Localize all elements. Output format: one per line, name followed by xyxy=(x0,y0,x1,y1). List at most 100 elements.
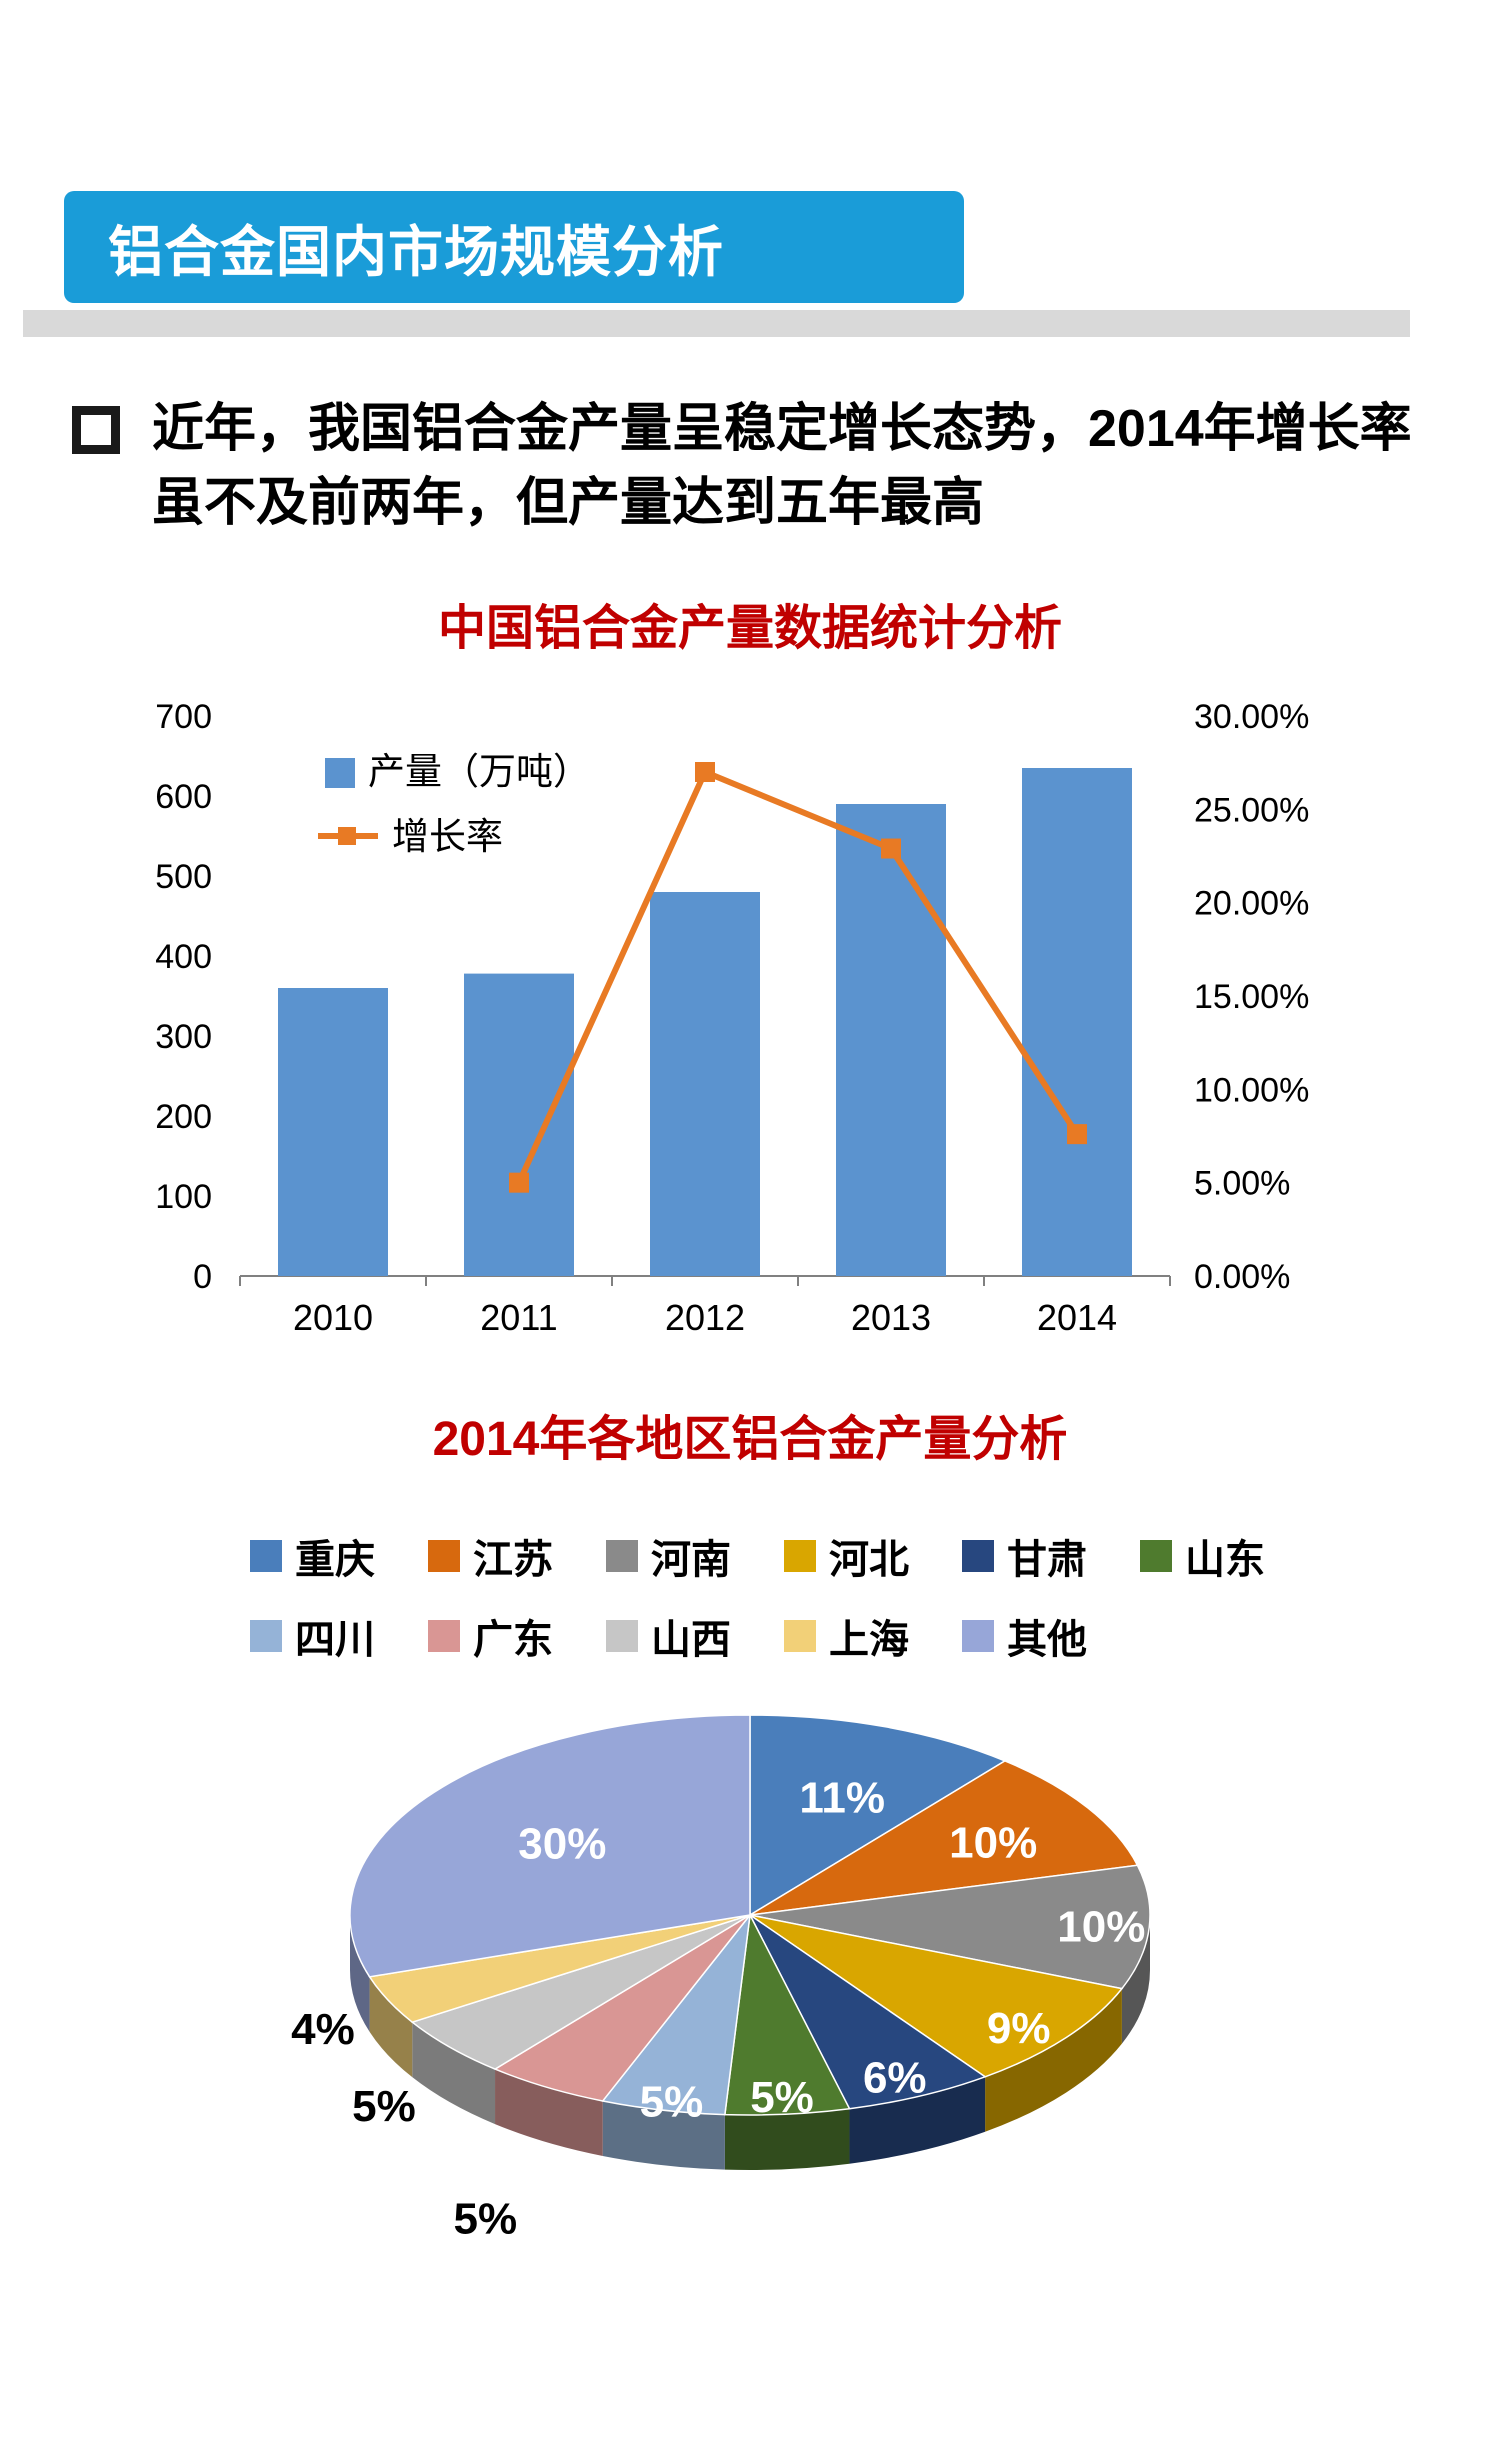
left-axis-tick-label: 600 xyxy=(155,778,212,816)
bullet-text: 近年，我国铝合金产量呈稳定增长态势，2014年增长率虽不及前两年，但产量达到五年… xyxy=(152,400,1412,532)
left-axis-tick-label: 0 xyxy=(193,1258,212,1296)
legend-swatch xyxy=(606,1620,638,1653)
legend-swatch-line xyxy=(338,826,356,845)
legend-label: 四川 xyxy=(295,1618,375,1663)
right-axis-tick-label: 15.00% xyxy=(1194,978,1309,1016)
legend-label: 广东 xyxy=(473,1618,553,1663)
pie-slice-wall xyxy=(1121,1915,1150,2044)
legend-swatch xyxy=(962,1620,994,1653)
legend-label-bar: 产量（万吨） xyxy=(368,751,590,792)
hollow-square-bullet-icon xyxy=(72,406,120,454)
legend-swatch xyxy=(962,1540,994,1573)
pie-label: 5% xyxy=(640,2077,704,2126)
pie-label: 5% xyxy=(454,2194,518,2243)
bar xyxy=(836,803,946,1276)
legend-item: 江苏 xyxy=(428,1527,606,1585)
category-label: 2011 xyxy=(480,1297,557,1338)
bar xyxy=(1022,767,1132,1276)
combo-chart-title: 中国铝合金产量数据统计分析 xyxy=(437,601,1062,655)
legend-item: 其他 xyxy=(962,1607,1140,1665)
legend-item: 甘肃 xyxy=(962,1527,1140,1585)
pie-slice xyxy=(749,1864,1151,1990)
legend-swatch-bar xyxy=(325,757,355,788)
header-underline xyxy=(23,310,1410,337)
pie-slice-wall xyxy=(495,2069,603,2156)
pie-slice-wall xyxy=(369,1976,413,2078)
pie-legend: 重庆 江苏 河南 河北 甘肃 山东四川 广东 山西 上海 其他 xyxy=(250,1527,1500,1665)
pie-slice-wall xyxy=(849,2076,986,2164)
legend-item: 四川 xyxy=(250,1607,428,1665)
legend-swatch xyxy=(250,1540,282,1573)
category-label: 2013 xyxy=(851,1297,931,1338)
legend-item: 重庆 xyxy=(250,1527,428,1585)
line-marker xyxy=(509,1172,529,1193)
line-marker xyxy=(881,838,901,859)
legend-item: 河北 xyxy=(784,1527,962,1585)
right-axis-tick-label: 20.00% xyxy=(1194,885,1309,923)
legend-label: 上海 xyxy=(829,1618,909,1663)
legend-item: 河南 xyxy=(606,1527,784,1585)
right-axis-tick-label: 25.00% xyxy=(1194,791,1309,829)
bullet-row: 近年，我国铝合金产量呈稳定增长态势，2014年增长率虽不及前两年，但产量达到五年… xyxy=(72,393,1440,541)
pie-label: 5% xyxy=(750,2073,814,2122)
right-axis-tick-label: 10.00% xyxy=(1194,1071,1309,1109)
bar xyxy=(650,891,760,1276)
left-axis-tick-label: 300 xyxy=(155,1018,212,1056)
bar xyxy=(278,987,388,1276)
pie-label: 11% xyxy=(799,1774,885,1823)
left-axis-tick-label: 100 xyxy=(155,1178,212,1216)
legend-item: 山东 xyxy=(1140,1527,1318,1585)
pie-slice-wall xyxy=(985,1988,1122,2132)
pie-label: 10% xyxy=(1057,1903,1145,1952)
legend-label: 甘肃 xyxy=(1007,1538,1087,1583)
legend-item: 山西 xyxy=(606,1607,784,1665)
pie-chart-title: 2014年各地区铝合金产量分析 xyxy=(432,1412,1068,1466)
legend-swatch xyxy=(606,1540,638,1573)
pie-slice xyxy=(749,1914,987,2110)
legend-item: 上海 xyxy=(784,1607,962,1665)
pie-slice xyxy=(749,1914,1124,2078)
legend-swatch xyxy=(428,1540,460,1573)
production-combo-chart: 0 100 200 300 400 500 600 700 0.00% 5.00% 10.00% 15… xyxy=(155,698,1309,1338)
pie-label: 5% xyxy=(352,2082,416,2131)
growth-line xyxy=(516,767,1080,1184)
region-pie-chart: 11% 10% 10% 9% 6% 5% 5% 5% 5% 4% 30% xyxy=(291,1714,1151,2243)
pie-slice-wall xyxy=(412,2022,496,2125)
right-axis-tick-label: 30.00% xyxy=(1194,698,1309,736)
pie-label: 9% xyxy=(987,2004,1051,2053)
legend-label: 河北 xyxy=(829,1538,909,1583)
pie-label: 6% xyxy=(863,2053,927,2102)
category-label: 2010 xyxy=(293,1297,373,1338)
pie-slice-wall xyxy=(602,2100,725,2170)
page-title: 铝合金国内市场规模分析 xyxy=(108,221,725,283)
legend-label: 山东 xyxy=(1185,1538,1265,1583)
legend-swatch xyxy=(784,1620,816,1653)
category-label: 2012 xyxy=(665,1297,745,1338)
legend-label: 山西 xyxy=(651,1618,731,1663)
line-marker xyxy=(1067,1123,1087,1144)
legend-swatch xyxy=(1140,1540,1172,1573)
legend-label: 重庆 xyxy=(295,1538,375,1583)
pie-label: 30% xyxy=(518,1819,606,1868)
pie-slice xyxy=(749,1760,1139,1916)
pie-slice-wall xyxy=(350,1915,370,2032)
pie-slice xyxy=(749,1714,1007,1917)
header-banner: 铝合金国内市场规模分析 xyxy=(64,191,964,303)
line-marker xyxy=(695,761,715,782)
right-axis-tick-label: 0.00% xyxy=(1194,1258,1290,1296)
legend-label-line: 增长率 xyxy=(392,816,503,857)
pie-slice-wall xyxy=(724,2108,850,2171)
left-axis-tick-label: 400 xyxy=(155,938,212,976)
legend-label: 江苏 xyxy=(473,1538,553,1583)
left-axis-tick-label: 700 xyxy=(155,698,212,736)
pie-slice xyxy=(349,1714,751,1978)
pie-label: 10% xyxy=(949,1818,1037,1867)
pie-label: 4% xyxy=(291,2005,355,2054)
left-axis-tick-label: 200 xyxy=(155,1098,212,1136)
legend-label: 其他 xyxy=(1007,1618,1087,1663)
legend-swatch xyxy=(250,1620,282,1653)
legend-item: 广东 xyxy=(428,1607,606,1665)
legend-swatch xyxy=(428,1620,460,1653)
legend-label: 河南 xyxy=(651,1538,731,1583)
